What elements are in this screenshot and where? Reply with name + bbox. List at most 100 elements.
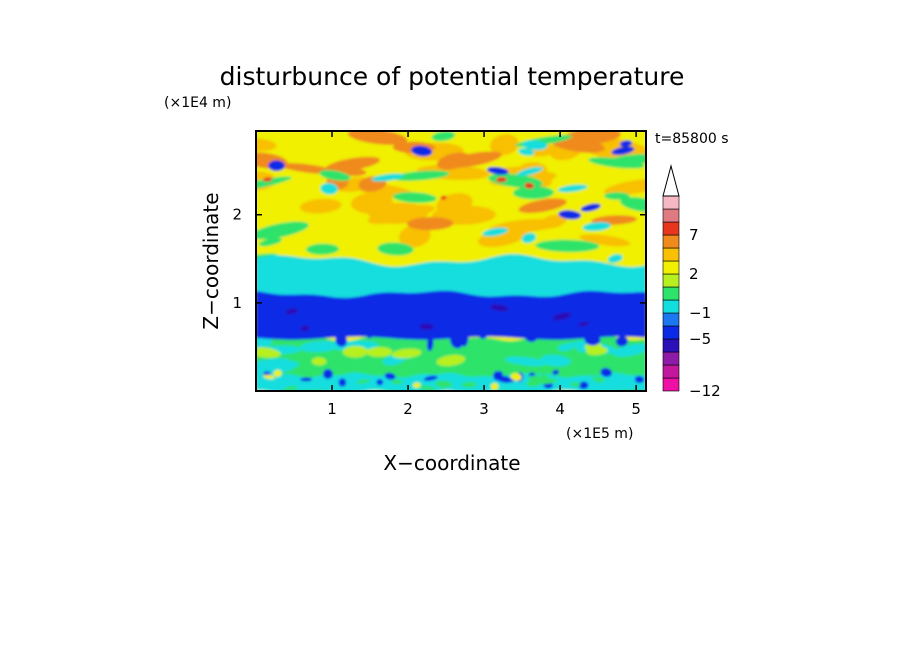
surface-blue-cell xyxy=(338,378,347,387)
surface-blue-cell xyxy=(493,371,502,381)
gold-cell xyxy=(398,224,431,248)
cyan-cell xyxy=(518,148,535,156)
colorbar-tick-label: 7 xyxy=(689,226,699,244)
colorbar-swatch xyxy=(662,351,680,366)
colorbar-swatch xyxy=(662,312,680,327)
orange-cell xyxy=(436,152,471,170)
blue-plume xyxy=(426,336,434,352)
blue-plume xyxy=(335,333,348,347)
orange-cell xyxy=(518,198,567,214)
lower-cyan-cell xyxy=(540,354,571,367)
lower-lgreen-cell xyxy=(436,354,466,367)
time-label: t=85800 s xyxy=(655,131,729,147)
blue-eddy xyxy=(611,146,635,155)
green-filament xyxy=(604,192,630,200)
blue-eddy xyxy=(580,203,601,212)
cyan-cell xyxy=(522,140,548,151)
cyan-cell xyxy=(582,222,611,232)
green-filament xyxy=(605,154,646,166)
colorbar-swatch xyxy=(662,221,680,236)
x-tick-label: 5 xyxy=(631,400,641,418)
surface-green-cell xyxy=(570,382,581,387)
green-filament xyxy=(392,170,450,181)
green-filament xyxy=(377,242,414,256)
blue-eddy xyxy=(411,145,433,157)
y-tick-label: 2 xyxy=(232,206,242,224)
surface-yellow-cell xyxy=(263,374,275,380)
chart-title: disturbunce of potential temperature xyxy=(220,62,685,91)
colorbar-swatch xyxy=(662,377,680,392)
lower-lgreen-cell xyxy=(366,347,393,357)
blue-plume xyxy=(524,325,539,343)
cyan-cell xyxy=(482,227,509,237)
colorbar-tick-label: −5 xyxy=(689,330,711,348)
dark-blue-cell xyxy=(577,321,590,327)
cyan-cell xyxy=(521,232,537,244)
lower-cyan-cell xyxy=(256,337,273,348)
y-axis-label: Z−coordinate xyxy=(199,192,223,329)
cyan-band xyxy=(256,254,646,306)
surface-blue-cell xyxy=(578,381,589,390)
surface-green-cell xyxy=(461,381,477,388)
blue-plume xyxy=(615,336,628,347)
blue-layer xyxy=(256,290,646,340)
lower-cyan-cell xyxy=(256,358,291,371)
colorbar-tick-label: −12 xyxy=(689,382,721,400)
gold-cell xyxy=(490,134,519,156)
surface-green-cell xyxy=(416,385,435,391)
orange-cell xyxy=(279,162,335,174)
surface-yellow-cell xyxy=(510,373,522,381)
surface-green-cell xyxy=(592,376,606,383)
x-tick-label: 4 xyxy=(555,400,565,418)
lower-cyan-cell xyxy=(612,343,646,357)
colorbar-swatch xyxy=(662,286,680,301)
green-filament xyxy=(392,192,437,203)
green-filament xyxy=(258,237,283,247)
green-filament xyxy=(535,239,600,253)
colorbar-tick-label: −1 xyxy=(689,304,711,322)
blue-eddy xyxy=(268,160,285,172)
cyan-cell xyxy=(371,173,405,182)
red-cell xyxy=(524,182,534,189)
x-scale-label: (×1E5 m) xyxy=(566,426,633,442)
colorbar: −12−5−127 xyxy=(662,164,721,400)
dark-blue-cell xyxy=(285,308,298,315)
green-filament xyxy=(512,186,555,200)
x-tick-label: 3 xyxy=(479,400,489,418)
colorbar-swatch xyxy=(662,273,680,288)
dark-blue-cell xyxy=(552,312,572,321)
surface-blue-cell xyxy=(300,377,313,382)
red-cell xyxy=(440,195,447,200)
surface-yellow-cell xyxy=(273,369,282,377)
lower-cyan-cell xyxy=(557,343,575,352)
surface-blue-cell xyxy=(423,375,438,381)
gold-cell xyxy=(603,178,646,196)
colorbar-swatch xyxy=(662,208,680,223)
lower-cyan-cell xyxy=(299,341,340,353)
blue-eddy xyxy=(619,140,633,147)
gold-cell xyxy=(368,202,429,224)
blue-eddy xyxy=(486,166,509,175)
x-tick-label: 2 xyxy=(403,400,413,418)
surface-blue-cell xyxy=(322,369,333,379)
colorbar-swatch xyxy=(662,299,680,314)
dark-blue-cell xyxy=(490,304,509,312)
green-filament xyxy=(431,131,456,142)
colorbar-swatch xyxy=(662,247,680,262)
colorbar-tick-label: 2 xyxy=(689,265,699,283)
surface-blue-cell xyxy=(384,372,396,380)
gold-cell xyxy=(299,198,342,214)
surface-green-cell xyxy=(356,379,370,384)
green-filament xyxy=(619,197,646,213)
green-filament xyxy=(306,243,339,255)
x-tick-label: 1 xyxy=(327,400,337,418)
blue-plume xyxy=(584,333,601,346)
surface-blue-cell xyxy=(634,375,645,384)
colorbar-extend-arrow xyxy=(662,164,680,197)
y-scale-label: (×1E4 m) xyxy=(164,95,231,111)
colorbar-swatch xyxy=(662,234,680,249)
blue-plume xyxy=(478,330,488,339)
surface-blue-cell xyxy=(600,367,612,377)
contour-field xyxy=(256,131,646,391)
